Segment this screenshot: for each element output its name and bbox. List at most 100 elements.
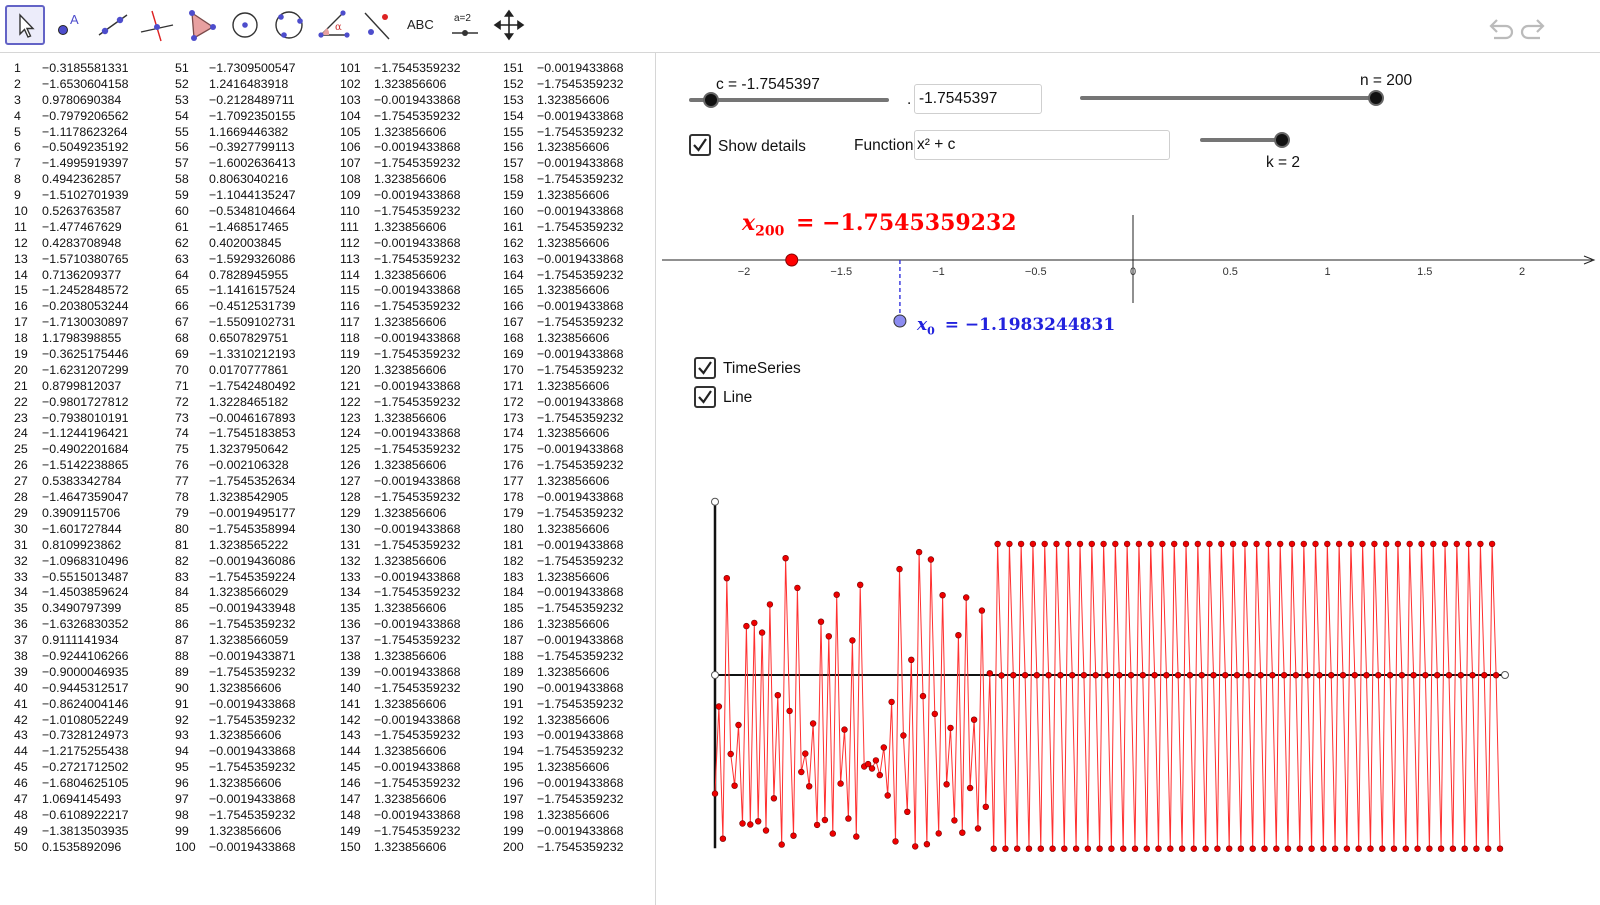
sequence-row[interactable]: 43 −0.7328124973 bbox=[14, 728, 128, 744]
graphics-view[interactable]: c = -1.7545397 . -1.7545397 n = 200 Show… bbox=[662, 53, 1600, 905]
reflect-tool[interactable] bbox=[357, 5, 397, 45]
sequence-row[interactable]: 164 −1.7545359232 bbox=[503, 268, 623, 284]
sequence-row[interactable]: 51 −1.7309500547 bbox=[175, 61, 295, 77]
sequence-row[interactable]: 20 −1.6231207299 bbox=[14, 363, 128, 379]
sequence-row[interactable]: 122 −1.7545359232 bbox=[340, 395, 460, 411]
sequence-row[interactable]: 39 −0.9000046935 bbox=[14, 665, 128, 681]
sequence-row[interactable]: 139 −0.0019433868 bbox=[340, 665, 460, 681]
sequence-row[interactable]: 76 −0.002106328 bbox=[175, 458, 295, 474]
sequence-row[interactable]: 52 1.2416483918 bbox=[175, 77, 295, 93]
sequence-row[interactable]: 96 1.323856606 bbox=[175, 776, 295, 792]
sequence-row[interactable]: 118 −0.0019433868 bbox=[340, 331, 460, 347]
polygon-tool[interactable] bbox=[181, 5, 221, 45]
sequence-row[interactable]: 19 −0.3625175446 bbox=[14, 347, 128, 363]
c-slider-knob[interactable] bbox=[702, 92, 719, 108]
sequence-row[interactable]: 72 1.3228465182 bbox=[175, 395, 295, 411]
sequence-row[interactable]: 54 −1.7092350155 bbox=[175, 109, 295, 125]
sequence-row[interactable]: 120 1.323856606 bbox=[340, 363, 460, 379]
sequence-row[interactable]: 182 −1.7545359232 bbox=[503, 554, 623, 570]
sequence-row[interactable]: 104 −1.7545359232 bbox=[340, 109, 460, 125]
sequence-row[interactable]: 86 −1.7545359232 bbox=[175, 617, 295, 633]
sequence-row[interactable]: 159 1.323856606 bbox=[503, 188, 623, 204]
sequence-row[interactable]: 174 1.323856606 bbox=[503, 426, 623, 442]
sequence-row[interactable]: 24 −1.1244196421 bbox=[14, 426, 128, 442]
sequence-row[interactable]: 138 1.323856606 bbox=[340, 649, 460, 665]
sequence-row[interactable]: 162 1.323856606 bbox=[503, 236, 623, 252]
sequence-row[interactable]: 140 −1.7545359232 bbox=[340, 681, 460, 697]
sequence-row[interactable]: 191 −1.7545359232 bbox=[503, 697, 623, 713]
sequence-row[interactable]: 53 −0.2128489711 bbox=[175, 93, 295, 109]
sequence-row[interactable]: 186 1.323856606 bbox=[503, 617, 623, 633]
sequence-row[interactable]: 38 −0.9244106266 bbox=[14, 649, 128, 665]
sequence-row[interactable]: 80 −1.7545358994 bbox=[175, 522, 295, 538]
sequence-row[interactable]: 33 −0.5515013487 bbox=[14, 570, 128, 586]
sequence-row[interactable]: 70 0.0170777861 bbox=[175, 363, 295, 379]
sequence-row[interactable]: 113 −1.7545359232 bbox=[340, 252, 460, 268]
sequence-row[interactable]: 79 −0.0019495177 bbox=[175, 506, 295, 522]
sequence-row[interactable]: 91 −0.0019433868 bbox=[175, 697, 295, 713]
sequence-row[interactable]: 114 1.323856606 bbox=[340, 268, 460, 284]
sequence-row[interactable]: 187 −0.0019433868 bbox=[503, 633, 623, 649]
sequence-row[interactable]: 37 0.9111141934 bbox=[14, 633, 128, 649]
sequence-row[interactable]: 45 −0.2721712502 bbox=[14, 760, 128, 776]
sequence-row[interactable]: 153 1.323856606 bbox=[503, 93, 623, 109]
sequence-row[interactable]: 46 −1.6804625105 bbox=[14, 776, 128, 792]
sequence-row[interactable]: 71 −1.7542480492 bbox=[175, 379, 295, 395]
sequence-row[interactable]: 16 −0.2038053244 bbox=[14, 299, 128, 315]
sequence-row[interactable]: 85 −0.0019433948 bbox=[175, 601, 295, 617]
sequence-row[interactable]: 5 −1.1178623264 bbox=[14, 125, 128, 141]
sequence-row[interactable]: 172 −0.0019433868 bbox=[503, 395, 623, 411]
sequence-row[interactable]: 128 −1.7545359232 bbox=[340, 490, 460, 506]
sequence-row[interactable]: 106 −0.0019433868 bbox=[340, 140, 460, 156]
sequence-row[interactable]: 17 −1.7130030897 bbox=[14, 315, 128, 331]
sequence-row[interactable]: 105 1.323856606 bbox=[340, 125, 460, 141]
c-input[interactable]: -1.7545397 bbox=[914, 84, 1042, 114]
sequence-row[interactable]: 55 1.1669446382 bbox=[175, 125, 295, 141]
time-series-chart[interactable] bbox=[662, 438, 1600, 858]
sequence-row[interactable]: 8 0.4942362857 bbox=[14, 172, 128, 188]
sequence-row[interactable]: 144 1.323856606 bbox=[340, 744, 460, 760]
sequence-row[interactable]: 194 −1.7545359232 bbox=[503, 744, 623, 760]
sequence-row[interactable]: 103 −0.0019433868 bbox=[340, 93, 460, 109]
sequence-row[interactable]: 30 −1.601727844 bbox=[14, 522, 128, 538]
sequence-row[interactable]: 135 1.323856606 bbox=[340, 601, 460, 617]
sequence-row[interactable]: 93 1.323856606 bbox=[175, 728, 295, 744]
sequence-row[interactable]: 58 0.8063040216 bbox=[175, 172, 295, 188]
sequence-row[interactable]: 160 −0.0019433868 bbox=[503, 204, 623, 220]
sequence-row[interactable]: 7 −1.4995919397 bbox=[14, 156, 128, 172]
sequence-row[interactable]: 21 0.8799812037 bbox=[14, 379, 128, 395]
sequence-row[interactable]: 42 −1.0108052249 bbox=[14, 713, 128, 729]
sequence-row[interactable]: 181 −0.0019433868 bbox=[503, 538, 623, 554]
sequence-row[interactable]: 158 −1.7545359232 bbox=[503, 172, 623, 188]
sequence-row[interactable]: 161 −1.7545359232 bbox=[503, 220, 623, 236]
sequence-row[interactable]: 13 −1.5710380765 bbox=[14, 252, 128, 268]
sequence-row[interactable]: 36 −1.6326830352 bbox=[14, 617, 128, 633]
move-graphics-view-tool[interactable] bbox=[489, 5, 529, 45]
sequence-row[interactable]: 27 0.5383342784 bbox=[14, 474, 128, 490]
sequence-row[interactable]: 130 −0.0019433868 bbox=[340, 522, 460, 538]
sequence-row[interactable]: 34 −1.4503859624 bbox=[14, 585, 128, 601]
sequence-row[interactable]: 173 −1.7545359232 bbox=[503, 411, 623, 427]
sequence-row[interactable]: 109 −0.0019433868 bbox=[340, 188, 460, 204]
undo-icon[interactable] bbox=[1484, 12, 1514, 47]
sequence-row[interactable]: 141 1.323856606 bbox=[340, 697, 460, 713]
sequence-row[interactable]: 100 −0.0019433868 bbox=[175, 840, 295, 856]
sequence-row[interactable]: 184 −0.0019433868 bbox=[503, 585, 623, 601]
move-tool[interactable] bbox=[5, 5, 45, 45]
k-slider-track[interactable] bbox=[1200, 138, 1282, 142]
sequence-row[interactable]: 56 −0.3927799113 bbox=[175, 140, 295, 156]
sequence-row[interactable]: 116 −1.7545359232 bbox=[340, 299, 460, 315]
sequence-row[interactable]: 179 −1.7545359232 bbox=[503, 506, 623, 522]
sequence-row[interactable]: 77 −1.7545352634 bbox=[175, 474, 295, 490]
sequence-row[interactable]: 149 −1.7545359232 bbox=[340, 824, 460, 840]
sequence-row[interactable]: 166 −0.0019433868 bbox=[503, 299, 623, 315]
sequence-row[interactable]: 190 −0.0019433868 bbox=[503, 681, 623, 697]
sequence-row[interactable]: 165 1.323856606 bbox=[503, 283, 623, 299]
sequence-row[interactable]: 29 0.3909115706 bbox=[14, 506, 128, 522]
point-tool[interactable]: A bbox=[49, 5, 89, 45]
angle-tool[interactable]: α bbox=[313, 5, 353, 45]
sequence-row[interactable]: 78 1.3238542905 bbox=[175, 490, 295, 506]
sequence-row[interactable]: 155 −1.7545359232 bbox=[503, 125, 623, 141]
k-slider-knob[interactable] bbox=[1274, 132, 1290, 148]
sequence-row[interactable]: 44 −1.2175255438 bbox=[14, 744, 128, 760]
